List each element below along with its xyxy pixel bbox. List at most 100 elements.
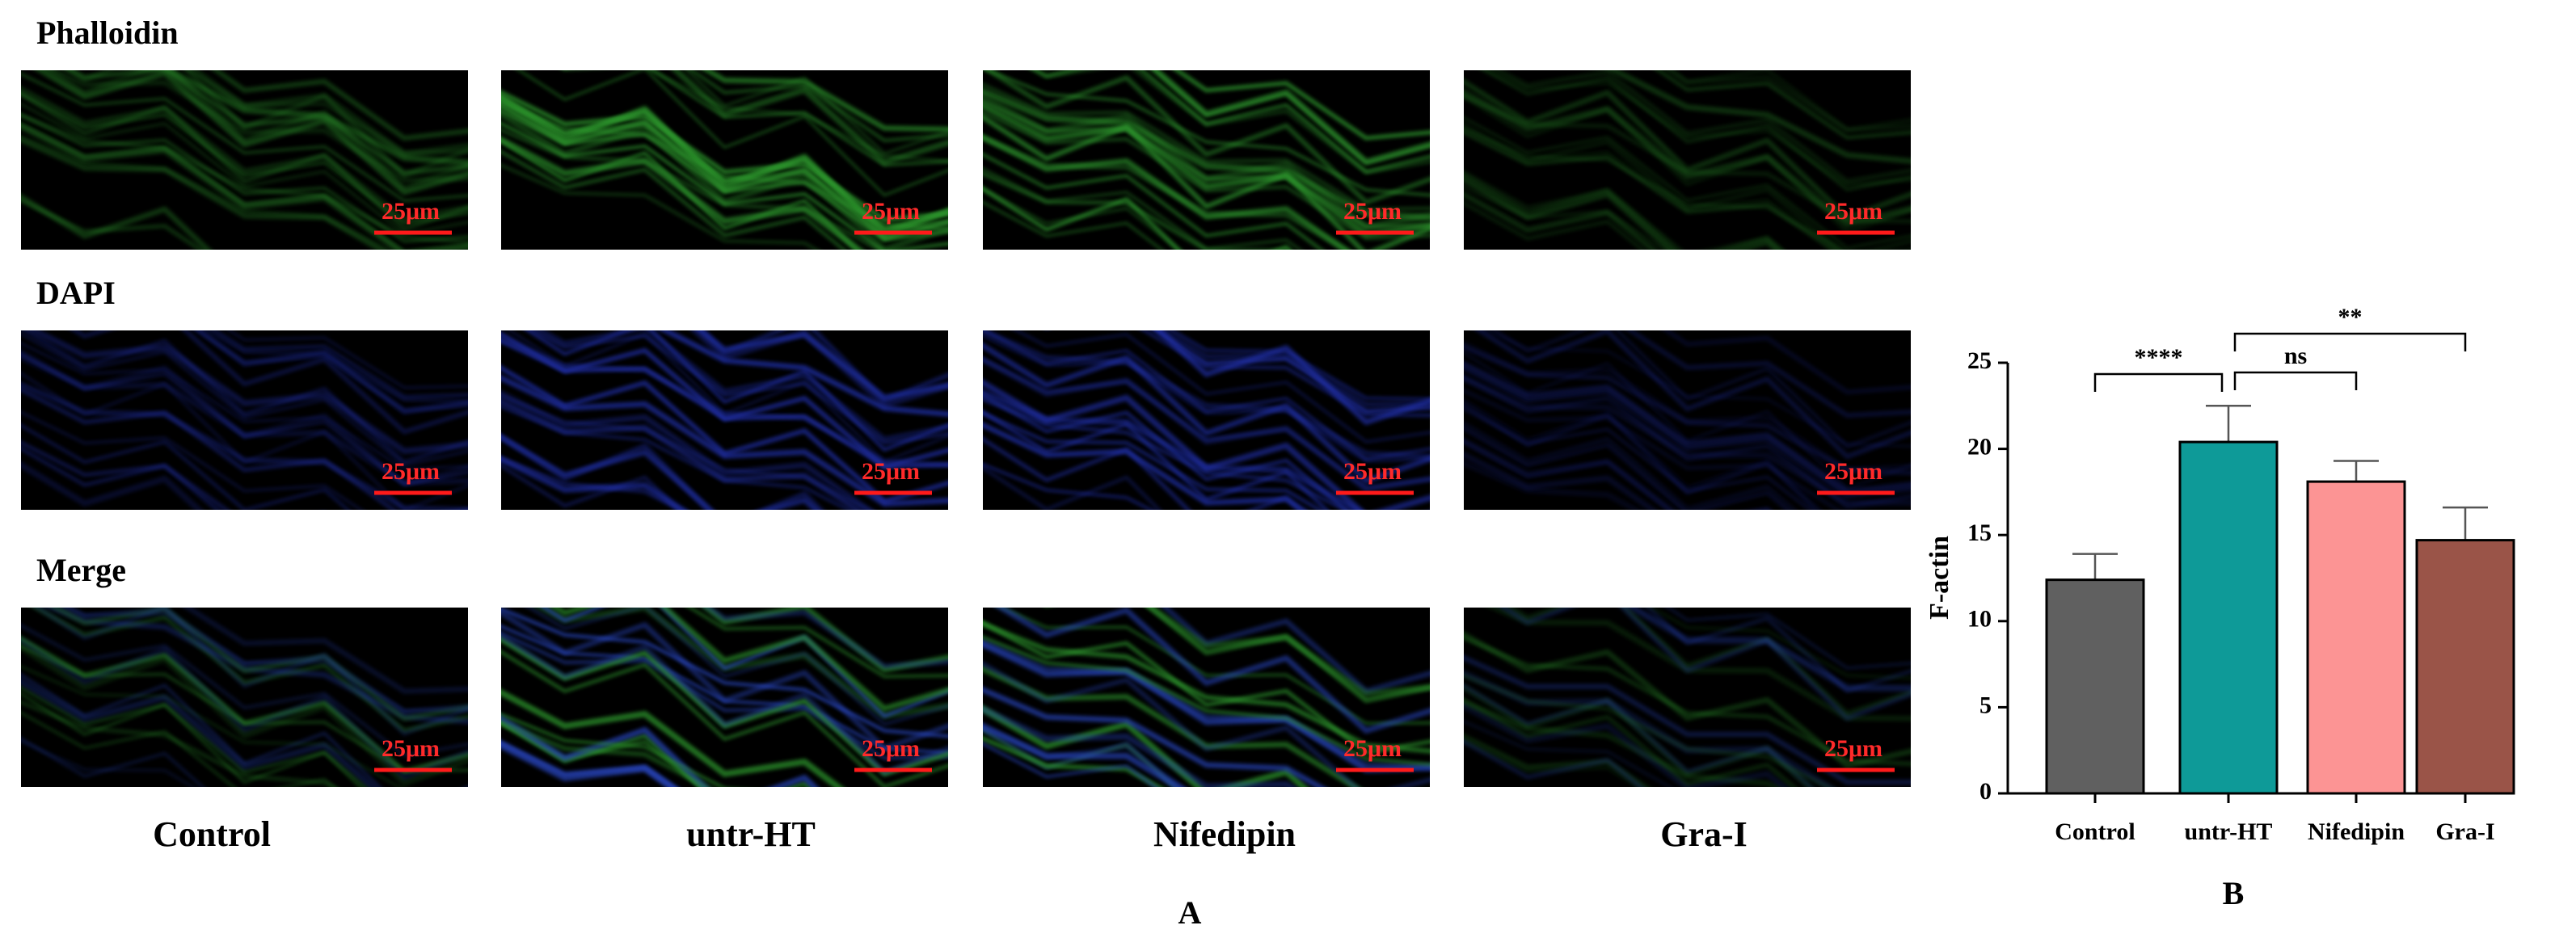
fiber: [21, 124, 468, 250]
fibers: [21, 330, 468, 510]
fiber: [1607, 70, 1911, 164]
fiber: [1146, 608, 1430, 696]
fiber: [1645, 608, 1911, 693]
fiber: [21, 342, 468, 471]
fiber: [70, 330, 468, 435]
fiber: [1464, 177, 1779, 250]
fiber: [671, 70, 948, 166]
fiber: [983, 621, 1430, 754]
fiber: [983, 187, 1182, 250]
significance-label: ns: [2284, 343, 2307, 369]
fiber: [983, 186, 1292, 250]
micrograph: 25μm: [1464, 330, 1911, 510]
fiber: [525, 330, 948, 452]
fiber: [501, 374, 948, 507]
fiber: [21, 193, 212, 250]
scale-bar-label: 25μm: [1343, 735, 1402, 762]
fiber: [983, 379, 1430, 510]
fiber: [1464, 407, 1812, 510]
fiber: [1464, 702, 1790, 787]
scale-bar-label: 25μm: [1824, 735, 1882, 762]
fiber: [21, 387, 468, 510]
fiber: [695, 330, 948, 401]
column-label: Control: [153, 814, 271, 854]
fiber: [983, 393, 1348, 510]
fiber: [501, 111, 948, 250]
fiber: [703, 608, 948, 670]
micrograph: 25μm: [983, 70, 1430, 250]
y-tick-label: 5: [1979, 692, 1992, 718]
fiber: [689, 70, 948, 142]
fiber: [983, 736, 1163, 787]
x-tick-label: Gra-I: [2435, 818, 2494, 845]
fiber: [983, 200, 1164, 250]
fiber: [21, 624, 468, 758]
fiber: [685, 70, 948, 156]
fiber: [31, 608, 468, 733]
fiber: [1464, 733, 1651, 787]
x-tick-label: Nifedipin: [2308, 818, 2405, 845]
fiber: [1464, 121, 1911, 250]
fiber: [983, 330, 1430, 460]
micrograph: 25μm: [983, 608, 1430, 787]
fiber: [501, 128, 883, 250]
fiber: [501, 456, 685, 510]
bar: [2415, 539, 2515, 795]
fiber: [1464, 739, 1644, 787]
fiber: [983, 342, 1430, 484]
fiber: [1464, 421, 1798, 510]
fiber: [21, 737, 205, 787]
fibers: [983, 330, 1430, 510]
fiber: [21, 330, 468, 465]
column-label: Nifedipin: [1153, 814, 1296, 854]
column-label: Gra-I: [1660, 814, 1748, 854]
fiber: [501, 103, 948, 242]
fiber: [1464, 398, 1823, 510]
fiber: [1154, 330, 1430, 426]
fiber: [501, 742, 676, 787]
fiber: [983, 465, 1162, 510]
micrograph: 25μm: [501, 608, 948, 787]
fiber: [210, 330, 468, 400]
fiber: [1482, 330, 1911, 448]
fiber: [984, 70, 1430, 205]
fiber: [501, 609, 948, 751]
fiber: [687, 608, 948, 679]
fiber: [21, 410, 364, 510]
fiber: [1662, 330, 1911, 395]
fiber: [995, 608, 1430, 734]
fiber: [21, 72, 468, 203]
fiber: [501, 163, 820, 250]
fiber: [226, 330, 468, 389]
fiber: [1170, 330, 1430, 401]
fiber: [1464, 116, 1911, 250]
y-tick-label: 20: [1967, 433, 1992, 460]
fiber: [698, 330, 948, 403]
fiber: [21, 92, 468, 225]
fiber: [983, 167, 1303, 250]
x-tick-label: untr-HT: [2185, 818, 2273, 845]
fiber: [203, 330, 468, 403]
fiber: [983, 87, 1430, 221]
fiber: [27, 330, 468, 455]
scale-bar-label: 25μm: [1343, 198, 1402, 225]
scale-bar-label: 25μm: [1343, 458, 1402, 485]
fiber: [65, 608, 468, 713]
panel-label: B: [2223, 875, 2245, 911]
fiber: [1464, 169, 1785, 250]
fiber: [983, 620, 1430, 755]
fiber: [1493, 70, 1911, 184]
fiber: [1464, 388, 1842, 510]
fiber: [1173, 70, 1430, 141]
scale-bar-label: 25μm: [862, 458, 920, 485]
fiber: [21, 86, 468, 222]
fiber: [21, 673, 468, 787]
fiber: [501, 456, 688, 510]
bar: [2045, 578, 2145, 795]
fiber: [501, 138, 859, 250]
fiber: [983, 330, 1430, 461]
x-tick-label: Control: [2055, 818, 2135, 845]
fibers: [1464, 330, 1911, 510]
fiber: [542, 608, 948, 718]
fiber: [501, 608, 948, 738]
